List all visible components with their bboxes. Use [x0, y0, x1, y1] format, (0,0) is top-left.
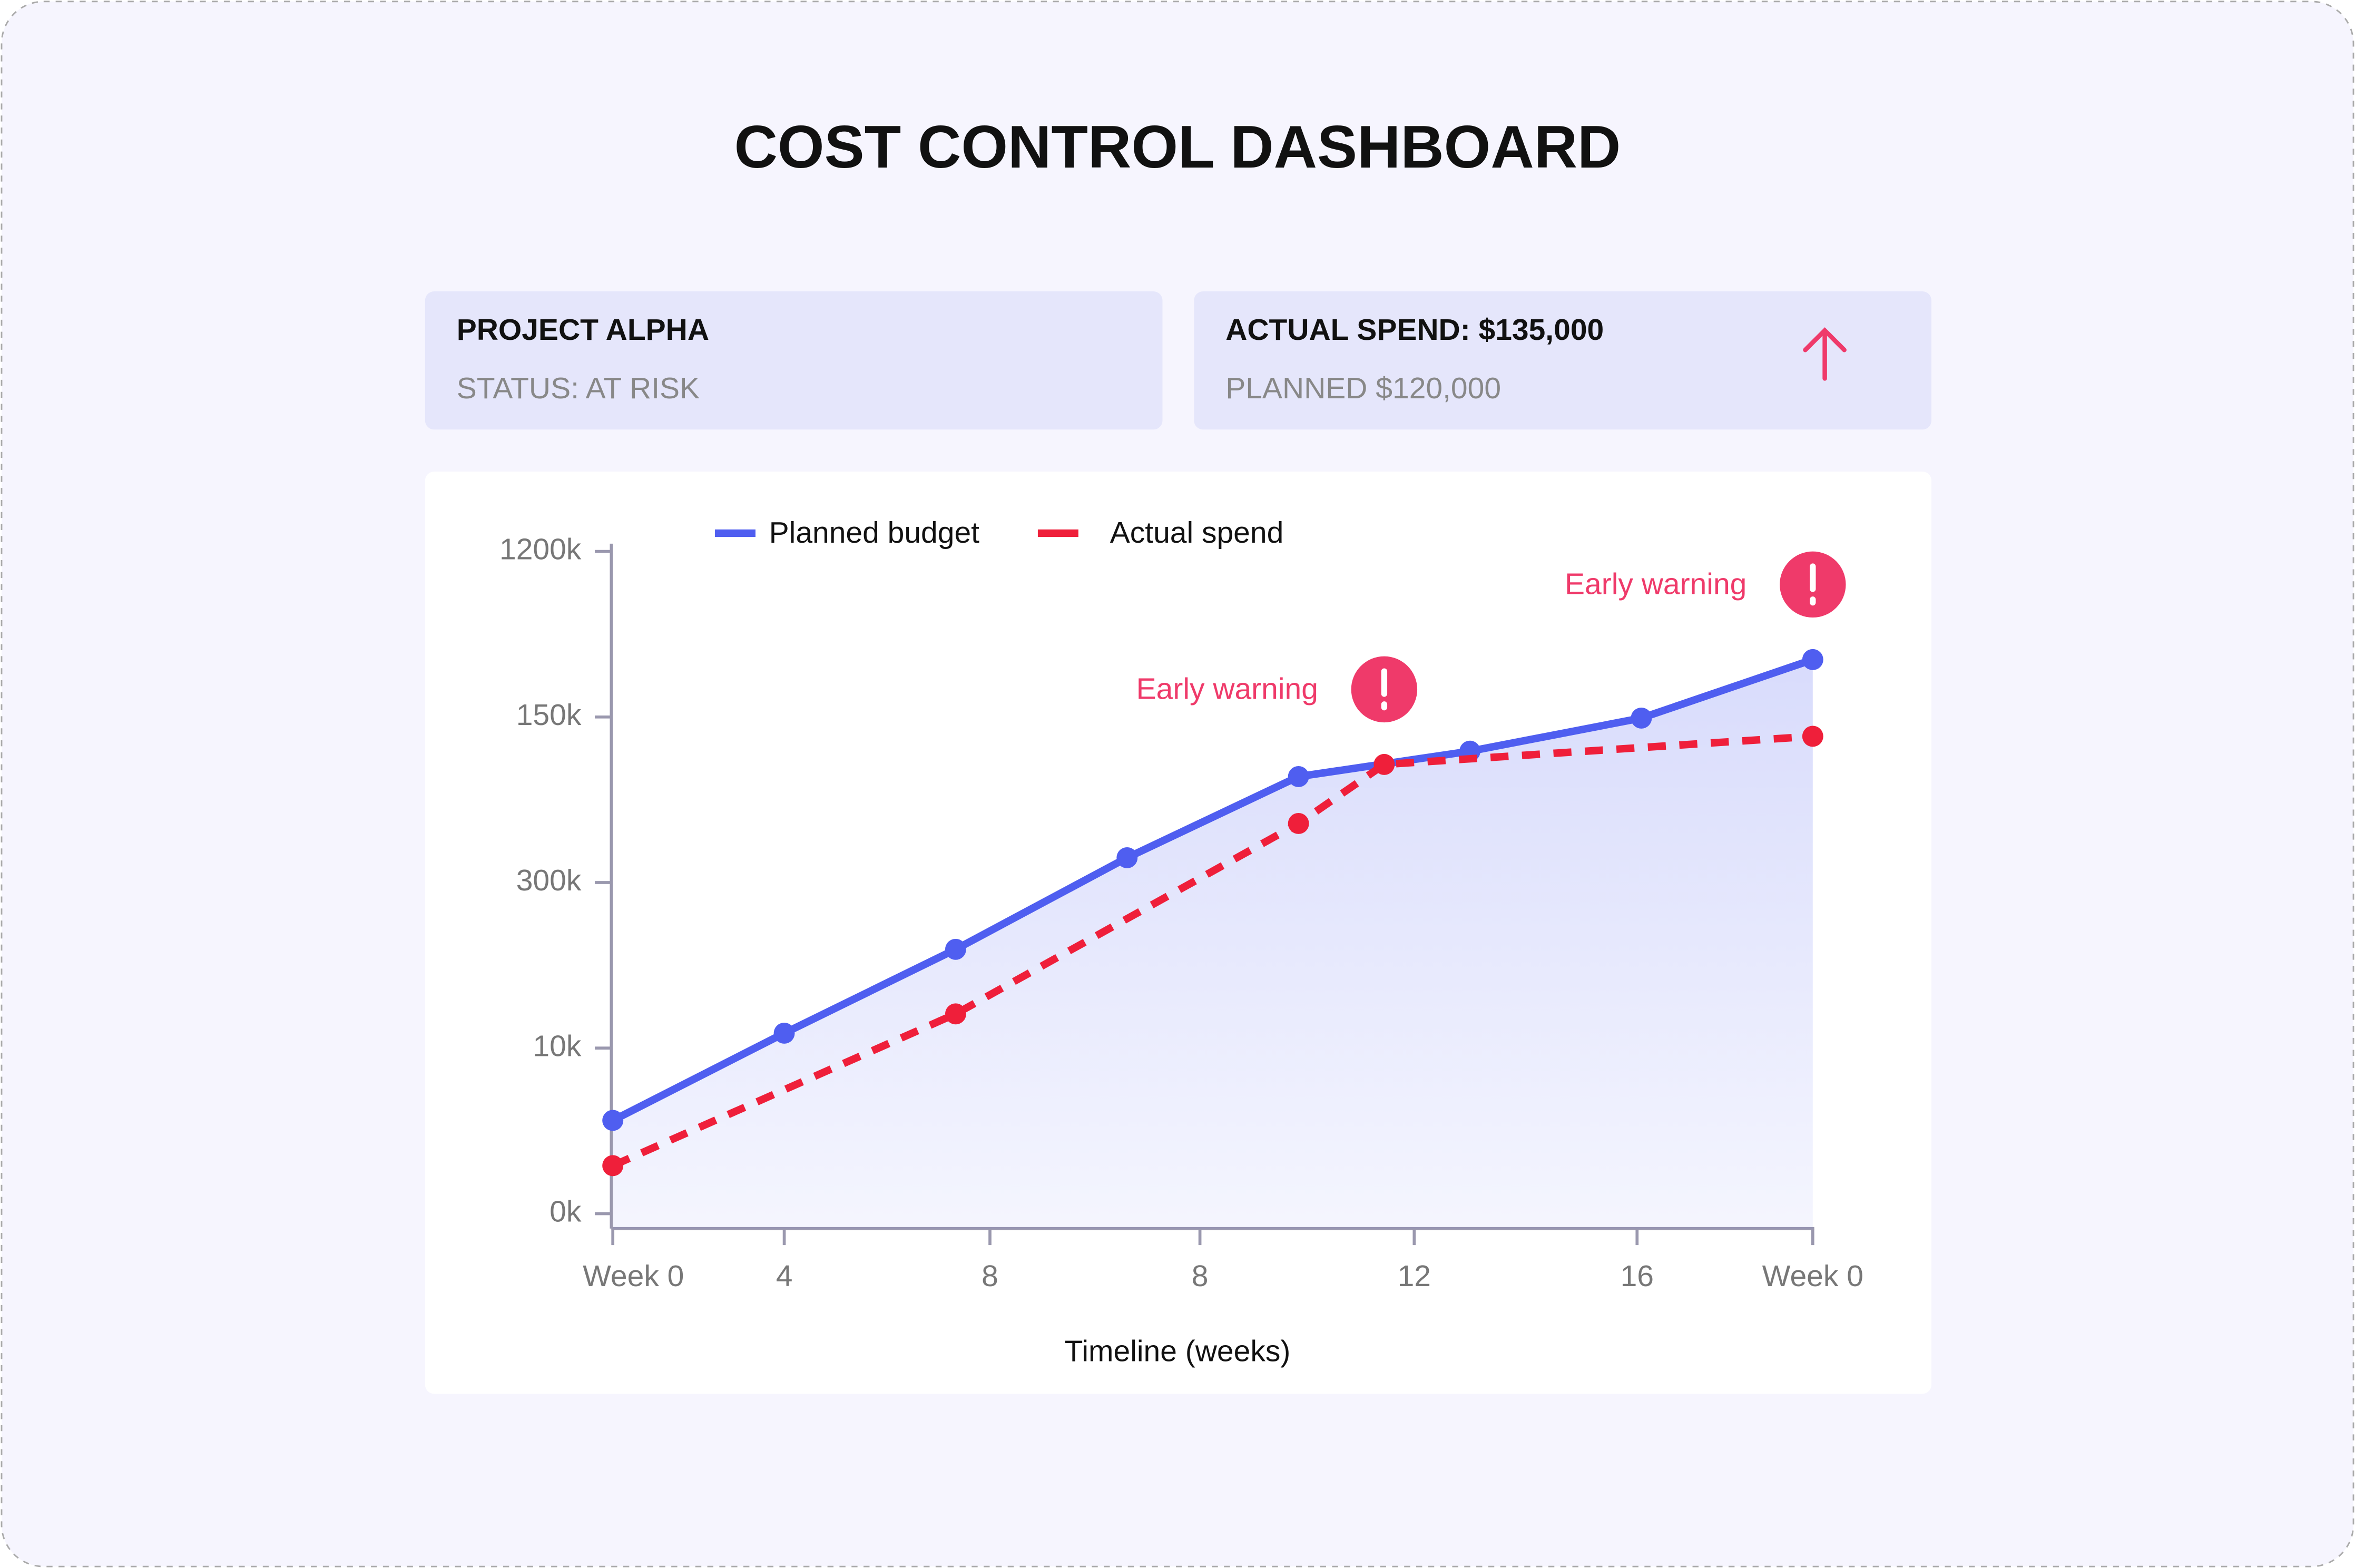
card-subtitle: PLANNED $120,000	[1225, 371, 1501, 405]
point	[602, 1155, 624, 1177]
x-tick-label: 16	[1621, 1259, 1654, 1293]
card-title: PROJECT ALPHA	[457, 313, 709, 347]
y-tick-label: 10k	[533, 1029, 581, 1063]
legend-label: Planned budget	[769, 516, 980, 550]
series-line	[611, 656, 1814, 1124]
x-tick-label: Week 0	[1762, 1259, 1863, 1293]
card-title: ACTUAL SPEND: $135,000	[1225, 313, 1604, 347]
annotation: Early warning	[1136, 672, 1318, 705]
point	[602, 1110, 624, 1131]
x-axis-label: Timeline (weeks)	[1065, 1334, 1291, 1368]
card	[1194, 291, 1931, 430]
title: COST CONTROL DASHBOARD	[734, 114, 1621, 181]
point	[1802, 649, 1823, 670]
point	[773, 1023, 795, 1044]
x-tick-label: 8	[1192, 1259, 1209, 1293]
area	[613, 659, 1813, 1229]
point	[1373, 753, 1395, 775]
y-tick-label: 1200k	[499, 533, 582, 566]
legend-label: Actual spend	[1110, 516, 1284, 550]
y-tick-label: 150k	[516, 698, 582, 732]
x-tick-label: 8	[982, 1259, 998, 1293]
point	[1116, 847, 1138, 868]
point	[1802, 726, 1823, 747]
card	[425, 291, 1163, 430]
up-arrow-icon	[1803, 327, 1847, 381]
card-subtitle: STATUS: AT RISK	[457, 371, 700, 405]
y-tick-label: 0k	[550, 1195, 582, 1229]
x-tick-label: Week 0	[583, 1259, 684, 1293]
x-tick-label: 4	[776, 1259, 793, 1293]
x-tick-label: 12	[1398, 1259, 1431, 1293]
point	[945, 938, 966, 960]
point	[1631, 707, 1652, 729]
point	[1288, 766, 1309, 787]
point	[1288, 813, 1309, 834]
y-tick-label: 300k	[516, 864, 582, 897]
annotation: Early warning	[1565, 567, 1746, 601]
point	[945, 1003, 966, 1025]
